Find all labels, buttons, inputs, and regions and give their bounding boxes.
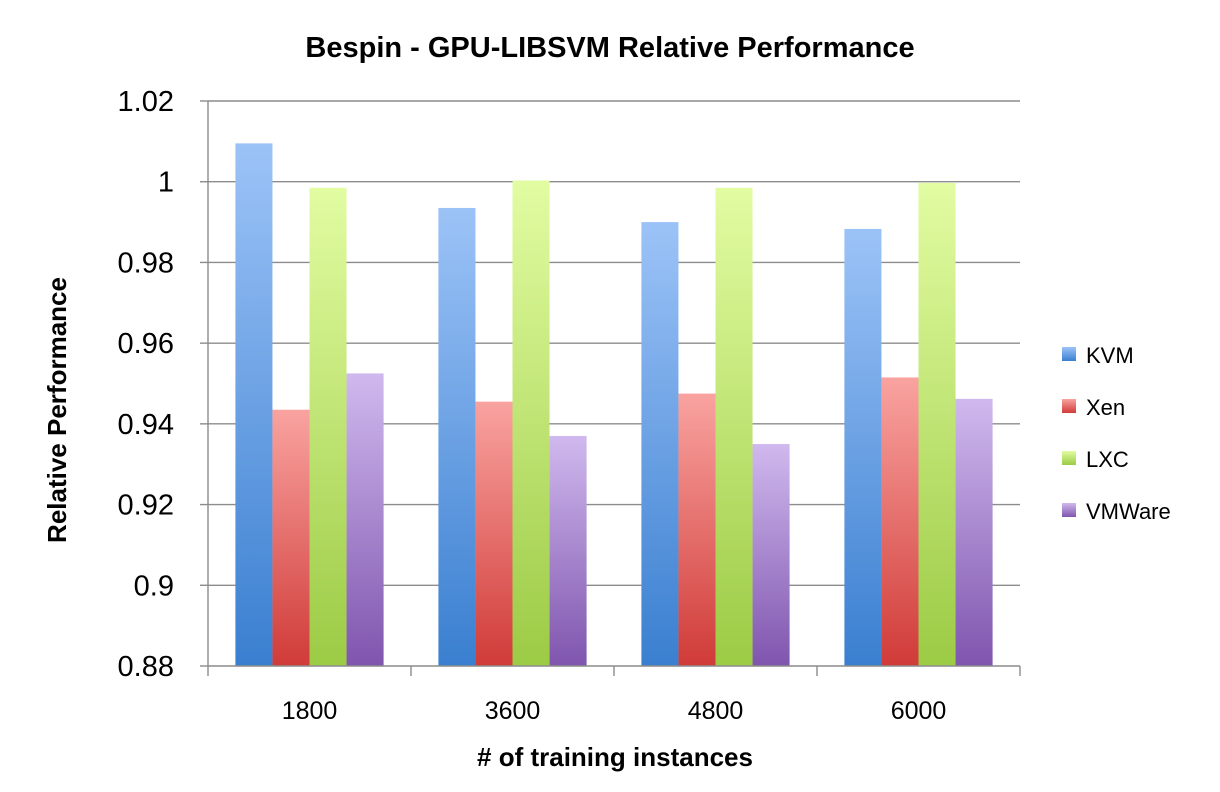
bar-vmware-1800 — [346, 373, 384, 666]
bar-xen-4800 — [678, 393, 716, 666]
bar-xen-1800 — [272, 409, 310, 666]
bar-kvm-4800 — [641, 222, 679, 667]
y-tick-label: 0.98 — [118, 247, 174, 279]
legend-label-vmware: VMWare — [1086, 499, 1171, 524]
bar-lxc-4800 — [715, 187, 753, 666]
legend-label-kvm: KVM — [1086, 343, 1134, 368]
y-tick-label: 0.94 — [118, 409, 174, 441]
x-tick-label: 3600 — [485, 697, 541, 725]
legend-label-lxc: LXC — [1086, 447, 1129, 472]
bar-lxc-3600 — [512, 180, 550, 666]
y-axis-title: Relative Performance — [42, 277, 72, 543]
legend-swatch-kvm — [1062, 347, 1076, 361]
bar-lxc-6000 — [918, 182, 956, 667]
bar-vmware-6000 — [955, 398, 993, 666]
x-tick-labels: 1800 3600 4800 6000 — [282, 697, 947, 725]
legend-swatch-vmware — [1062, 503, 1076, 517]
bar-vmware-4800 — [752, 444, 790, 666]
bar-kvm-3600 — [438, 207, 476, 667]
bars — [235, 143, 993, 667]
y-tick-label: 0.88 — [118, 651, 174, 683]
bar-lxc-1800 — [309, 187, 347, 666]
y-tick-label: 1.02 — [118, 86, 174, 118]
y-tick-label: 1 — [158, 167, 174, 199]
x-axis-title: # of training instances — [477, 742, 753, 772]
y-tick-label: 0.92 — [118, 490, 174, 522]
y-tick-label: 0.96 — [118, 328, 174, 360]
legend-swatch-lxc — [1062, 451, 1076, 465]
bar-vmware-3600 — [549, 435, 587, 666]
axes — [200, 100, 1021, 676]
y-tick-labels: 0.88 0.9 0.92 0.94 0.96 0.98 1 1.02 — [118, 86, 174, 683]
legend: KVM Xen LXC VMWare — [1062, 343, 1171, 524]
bar-xen-3600 — [475, 401, 513, 666]
x-tick-label: 4800 — [688, 697, 744, 725]
x-tick-label: 1800 — [282, 697, 338, 725]
bar-kvm-6000 — [844, 228, 882, 667]
x-tick-label: 6000 — [891, 697, 947, 725]
bar-kvm-1800 — [235, 143, 273, 666]
chart-title: Bespin - GPU-LIBSVM Relative Performance — [305, 32, 914, 64]
legend-label-xen: Xen — [1086, 395, 1125, 420]
bar-xen-6000 — [881, 377, 919, 666]
legend-swatch-xen — [1062, 399, 1076, 413]
y-tick-label: 0.9 — [134, 570, 174, 602]
